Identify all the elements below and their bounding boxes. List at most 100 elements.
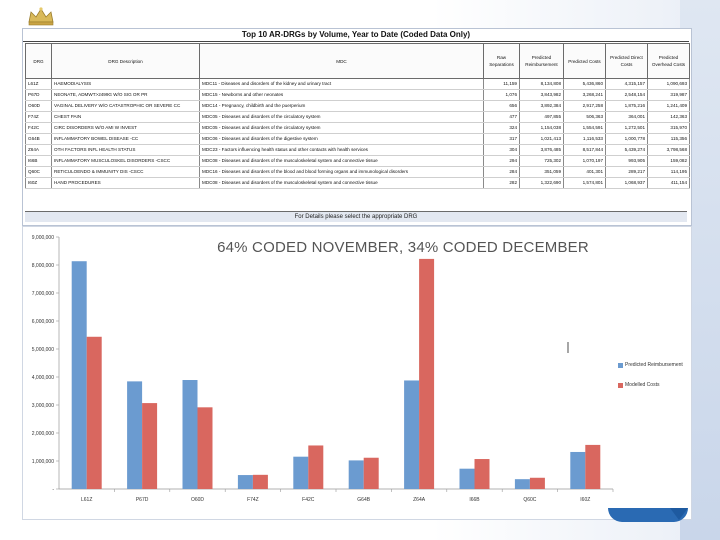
y-tick-label: 3,000,000	[32, 403, 54, 409]
cell-description: CHEST PAIN	[51, 111, 200, 123]
cell-description: INFLAMMATORY BOWEL DISEASE -CC	[51, 133, 200, 145]
cell-separations: 656	[483, 100, 520, 112]
cell-separations: 1,076	[483, 89, 520, 101]
bar-q60c-series-0	[514, 479, 530, 489]
cell-mdc: MDC06 - Diseases and disorders of the di…	[199, 133, 484, 145]
cell-costs: 401,301	[563, 166, 606, 178]
table-row[interactable]: Z64A OTH FACTORS INFL HEALTH STATUS MDC23 …	[25, 144, 690, 156]
bar-i66b-series-1	[474, 459, 490, 489]
cell-direct-costs: 1,000,778	[605, 133, 648, 145]
cell-description: VAGINAL DELIVERY W/O CATASTROPHIC OR SEV…	[51, 100, 200, 112]
table-row[interactable]: I66B INFLAMMATORY MUSCULOSKEL DISORDERS -…	[25, 155, 690, 167]
cell-separations: 294	[483, 155, 520, 167]
bar-q60c-series-1	[529, 477, 545, 489]
bar-g64b-series-0	[348, 460, 364, 489]
bar-o60d-series-1	[197, 407, 213, 489]
cell-costs: 8,517,844	[563, 144, 606, 156]
cell-overhead-costs: 411,154	[647, 177, 690, 189]
bar-i60z-series-0	[570, 451, 586, 489]
cell-direct-costs: 1,875,216	[605, 100, 648, 112]
cell-overhead-costs: 3,798,568	[647, 144, 690, 156]
y-tick-label: 9,000,000	[32, 235, 54, 241]
x-tick-label: F42C	[302, 497, 315, 503]
table-row[interactable]: F74Z CHEST PAIN MDC05 - Diseases and disor…	[25, 111, 690, 123]
bar-g64b-series-1	[363, 457, 379, 489]
table-row[interactable]: O60D VAGINAL DELIVERY W/O CATASTROPHIC OR…	[25, 100, 690, 112]
legend-label: Predicted Reimbursement	[625, 362, 683, 368]
header-predicted-reimbursement: Predicted Reimbursement	[519, 43, 564, 79]
header-drg-description: DRG Description	[51, 43, 200, 79]
bar-l61z-series-1	[86, 336, 102, 489]
bar-chart: - 1,000,000 2,000,000 3,000,000 4,000,000 5,0…	[32, 235, 614, 503]
legend-item-modelled-costs: Modelled Costs	[618, 375, 690, 395]
bar-f74z-series-1	[252, 474, 268, 489]
cell-reimbursement: 3,843,982	[519, 89, 564, 101]
cell-drg[interactable]: G64B	[25, 133, 52, 145]
header-predicted-direct-costs: Predicted Direct Costs	[605, 43, 648, 79]
cell-reimbursement: 351,059	[519, 166, 564, 178]
bar-f42c-series-1	[308, 445, 324, 489]
header-predicted-overhead-costs: Predicted Overhead Costs	[647, 43, 690, 79]
cell-drg[interactable]: Q60C	[25, 166, 52, 178]
cell-mdc: MDC15 - Newborns and other neonates	[199, 89, 484, 101]
table-row[interactable]: I60Z HAND PROCEDURES MDC08 - Diseases and …	[25, 177, 690, 189]
table-header-row: DRG DRG Description MDC Raw Separations …	[25, 43, 690, 79]
legend-swatch-blue	[618, 362, 623, 368]
cell-overhead-costs: 142,363	[647, 111, 690, 123]
y-tick-label: 4,000,000	[32, 375, 54, 381]
cell-drg[interactable]: P67D	[25, 89, 52, 101]
cell-reimbursement: 1,154,038	[519, 122, 564, 134]
cell-overhead-costs: 114,195	[647, 166, 690, 178]
cell-drg[interactable]: F42C	[25, 122, 52, 134]
cell-costs: 2,917,258	[563, 100, 606, 112]
cell-overhead-costs: 315,970	[647, 122, 690, 134]
cell-overhead-costs: 1,241,409	[647, 100, 690, 112]
table-row[interactable]: Q60C RETICULOENDO & IMMUNITY DIS -CSCC MDC…	[25, 166, 690, 178]
x-tick-label: Z64A	[413, 497, 426, 503]
drg-table-panel: Top 10 AR-DRGs by Volume, Year to Date (…	[22, 28, 692, 226]
cell-direct-costs: 364,001	[605, 111, 648, 123]
y-tick-label: 2,000,000	[32, 431, 54, 437]
cell-separations: 11,159	[483, 78, 520, 90]
cell-costs: 506,363	[563, 111, 606, 123]
y-tick-label: -	[52, 487, 54, 493]
cell-overhead-costs: 319,987	[647, 89, 690, 101]
cell-direct-costs: 2,548,154	[605, 89, 648, 101]
y-tick-label: 7,000,000	[32, 291, 54, 297]
slide-corner-arrow-icon	[670, 508, 688, 520]
cell-reimbursement: 8,134,808	[519, 78, 564, 90]
cell-drg[interactable]: L61Z	[25, 78, 52, 90]
cell-costs: 1,554,591	[563, 122, 606, 134]
cell-reimbursement: 3,892,384	[519, 100, 564, 112]
bar-p67d-series-0	[127, 381, 143, 489]
cell-drg[interactable]: I66B	[25, 155, 52, 167]
table-row[interactable]: G64B INFLAMMATORY BOWEL DISEASE -CC MDC06 …	[25, 133, 690, 145]
bar-o60d-series-0	[182, 380, 198, 489]
cell-direct-costs: 1,272,501	[605, 122, 648, 134]
cell-costs: 1,574,801	[563, 177, 606, 189]
cell-description: HAND PROCEDURES	[51, 177, 200, 189]
table-row[interactable]: L61Z HAEMODIALYSIS MDC11 - Diseases and di…	[25, 78, 690, 90]
cell-drg[interactable]: F74Z	[25, 111, 52, 123]
x-tick-label: Q60C	[523, 497, 536, 503]
cell-reimbursement: 3,876,485	[519, 144, 564, 156]
bar-z64a-series-1	[419, 258, 435, 489]
cell-drg[interactable]: I60Z	[25, 177, 52, 189]
header-drg: DRG	[25, 43, 52, 79]
cell-description: OTH FACTORS INFL HEALTH STATUS	[51, 144, 200, 156]
cell-drg[interactable]: Z64A	[25, 144, 52, 156]
cell-description: HAEMODIALYSIS	[51, 78, 200, 90]
table-row[interactable]: P67D NEONATE, ADMWT>2499G W/O SIG OR PR MD…	[25, 89, 690, 101]
cell-description: CIRC DISORDERS W/O AMI W INVEST	[51, 122, 200, 134]
y-tick-label: 8,000,000	[32, 263, 54, 269]
table-row[interactable]: F42C CIRC DISORDERS W/O AMI W INVEST MDC05…	[25, 122, 690, 134]
select-drg-prompt[interactable]: For Details please select the appropriat…	[25, 211, 687, 222]
bar-l61z-series-0	[71, 261, 87, 489]
cell-drg[interactable]: O60D	[25, 100, 52, 112]
x-tick-label: O60D	[191, 497, 204, 503]
cell-mdc: MDC11 - Diseases and disorders of the ki…	[199, 78, 484, 90]
chart-legend: Predicted Reimbursement Modelled Costs	[618, 355, 690, 395]
cell-separations: 282	[483, 177, 520, 189]
cell-overhead-costs: 1,090,693	[647, 78, 690, 90]
cell-description: INFLAMMATORY MUSCULOSKEL DISORDERS -CSCC	[51, 155, 200, 167]
